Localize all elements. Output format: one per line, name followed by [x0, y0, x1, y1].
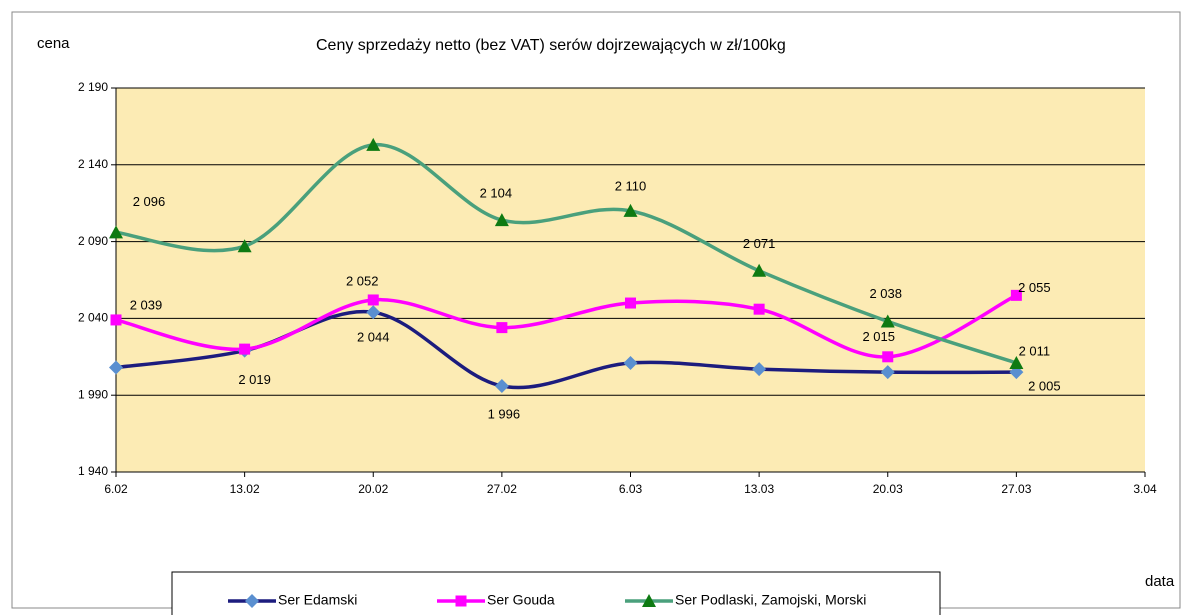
- data-point: [882, 351, 894, 363]
- x-tick-label: 6.03: [619, 482, 643, 496]
- data-point: [880, 314, 895, 328]
- data-point: [1010, 289, 1022, 301]
- data-point: [237, 239, 252, 253]
- legend-label: Ser Podlaski, Zamojski, Morski: [675, 592, 866, 608]
- x-axis-label: data: [1145, 573, 1175, 590]
- x-tick-label: 20.02: [358, 482, 388, 496]
- x-tick-label: 3.04: [1133, 482, 1157, 496]
- data-label: 2 104: [480, 186, 513, 201]
- legend-marker: [455, 595, 467, 607]
- y-tick-label: 1 940: [78, 464, 108, 478]
- data-point: [623, 355, 638, 370]
- data-point: [109, 225, 123, 239]
- legend-label: Ser Edamski: [278, 592, 357, 608]
- data-label: 2 005: [1028, 379, 1061, 394]
- data-point: [110, 314, 122, 326]
- data-point: [494, 213, 509, 227]
- data-point: [239, 343, 251, 355]
- data-label: 2 055: [1018, 280, 1051, 295]
- x-tick-label: 20.03: [873, 482, 903, 496]
- series-line: [115, 293, 1018, 359]
- data-label: 2 044: [357, 330, 390, 345]
- data-label: 2 019: [238, 372, 271, 387]
- legend-marker: [245, 594, 259, 608]
- data-label: 2 015: [862, 329, 895, 344]
- y-axis-label: cena: [37, 35, 70, 52]
- series-line: [115, 143, 1017, 365]
- x-tick-label: 6.02: [104, 482, 128, 496]
- chart-title: Ceny sprzedaży netto (bez VAT) serów doj…: [316, 37, 786, 54]
- x-tick-label: 27.03: [1001, 482, 1031, 496]
- x-tick-label: 27.02: [487, 482, 517, 496]
- data-label: 2 039: [130, 297, 163, 312]
- data-point: [366, 305, 381, 320]
- legend-box: [171, 571, 941, 615]
- data-point: [752, 263, 767, 277]
- data-label: 2 052: [346, 273, 379, 288]
- data-point: [752, 362, 767, 377]
- data-point: [1009, 355, 1024, 369]
- data-label: 2 110: [615, 178, 647, 193]
- data-point: [753, 303, 765, 315]
- y-tick-label: 2 140: [78, 157, 108, 171]
- y-tick-label: 2 190: [78, 80, 108, 94]
- x-tick-label: 13.03: [744, 482, 774, 496]
- x-tick-label: 13.02: [230, 482, 260, 496]
- data-point: [623, 203, 638, 217]
- data-point: [494, 378, 509, 393]
- plot-area: [116, 88, 1145, 472]
- data-point: [880, 365, 895, 380]
- data-point: [625, 297, 636, 309]
- y-tick-label: 2 040: [78, 311, 108, 325]
- data-label: 2 071: [743, 236, 776, 251]
- data-label: 2 096: [133, 194, 166, 209]
- data-point: [109, 360, 123, 375]
- legend-marker: [642, 594, 656, 607]
- legend-label: Ser Gouda: [487, 592, 555, 608]
- y-tick-label: 1 990: [78, 387, 108, 401]
- data-point: [366, 137, 381, 151]
- data-point: [367, 294, 379, 306]
- data-point: [496, 322, 508, 334]
- data-label: 2 038: [869, 286, 902, 301]
- y-tick-label: 2 090: [78, 234, 108, 248]
- data-label: 1 996: [488, 406, 521, 421]
- data-label: 2 011: [1019, 343, 1051, 358]
